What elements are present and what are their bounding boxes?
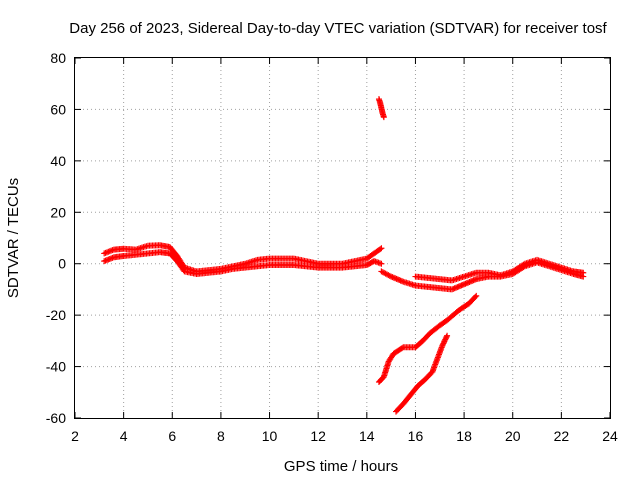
x-tick-label: 24 xyxy=(602,428,618,444)
x-tick-label: 6 xyxy=(168,428,176,444)
x-axis-label: GPS time / hours xyxy=(284,458,398,475)
series-descending-branch-2 xyxy=(393,332,451,415)
y-tick-label: 0 xyxy=(58,256,66,272)
x-tick-label: 22 xyxy=(554,428,570,444)
data-point xyxy=(520,261,527,268)
data-point xyxy=(443,334,450,340)
x-tick-label: 2 xyxy=(71,428,79,444)
x-tick-label: 14 xyxy=(359,428,375,444)
x-tick-label: 18 xyxy=(456,428,472,444)
data-point xyxy=(380,114,387,121)
y-tick-label: -20 xyxy=(46,307,66,323)
data-point xyxy=(386,272,393,279)
series-main-track-lower xyxy=(101,249,385,277)
data-point xyxy=(444,332,451,339)
grid-lines xyxy=(75,58,610,418)
x-tick-label: 20 xyxy=(505,428,521,444)
data-series xyxy=(101,96,587,415)
y-tick-label: 20 xyxy=(50,204,66,220)
data-point xyxy=(377,246,384,253)
series-descending-branch-1 xyxy=(375,292,480,385)
data-point xyxy=(473,292,480,299)
y-axis-label: SDTVAR / TECUs xyxy=(5,178,22,298)
y-tick-label: 60 xyxy=(50,101,66,117)
x-tick-label: 16 xyxy=(408,428,424,444)
y-tick-label: 40 xyxy=(50,153,66,169)
series-late-upper-track xyxy=(412,256,587,284)
data-point xyxy=(378,260,385,267)
data-point xyxy=(399,345,406,352)
y-tick-label: 80 xyxy=(50,50,66,66)
plot-frame xyxy=(74,57,611,419)
x-tick-label: 4 xyxy=(120,428,128,444)
series-spike xyxy=(375,96,387,121)
data-point xyxy=(580,269,587,276)
x-tick-label: 8 xyxy=(217,428,225,444)
x-tick-label: 12 xyxy=(310,428,326,444)
y-tick-label: -60 xyxy=(46,410,66,426)
chart-title: Day 256 of 2023, Sidereal Day-to-day VTE… xyxy=(69,20,607,37)
y-tick-label: -40 xyxy=(46,359,66,375)
x-tick-label: 10 xyxy=(262,428,278,444)
data-point xyxy=(472,293,479,300)
data-point xyxy=(378,245,385,252)
